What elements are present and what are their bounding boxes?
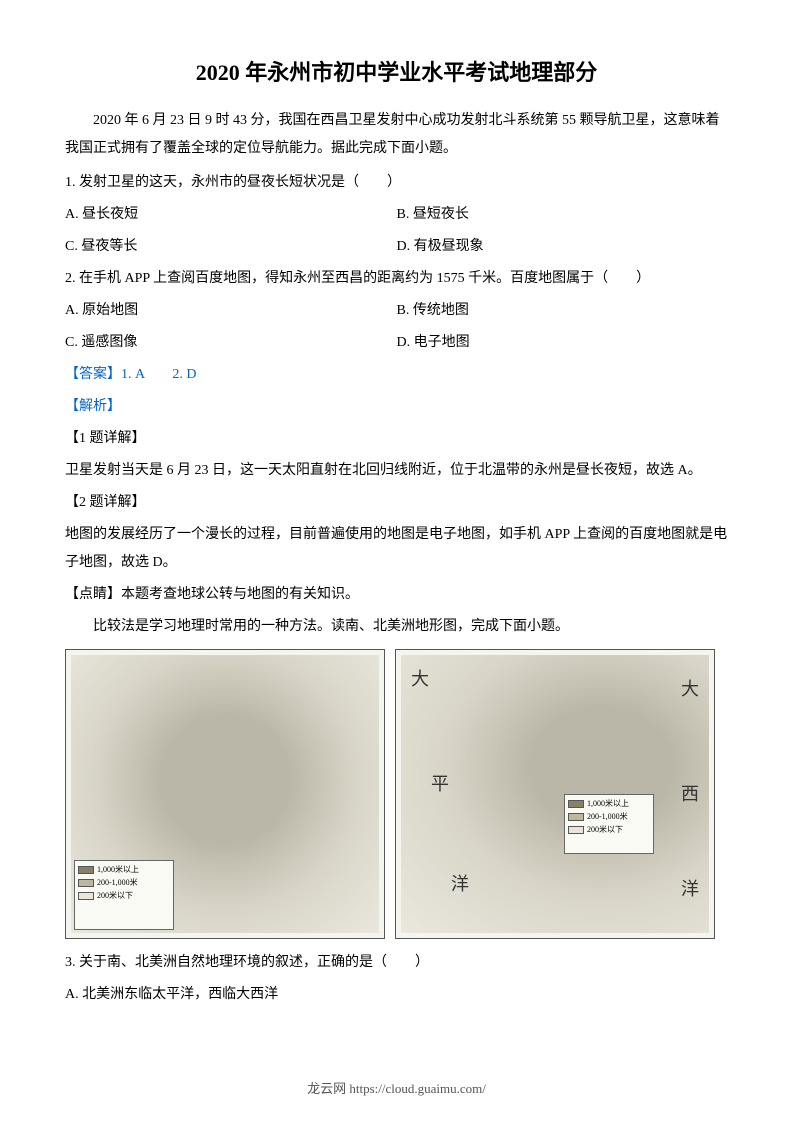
tip-text: 【点睛】本题考查地球公转与地图的有关知识。	[65, 581, 728, 609]
q1-options-row-2: C. 昼夜等长 D. 有极昼现象	[65, 233, 728, 261]
legend-swatch-high	[78, 866, 94, 874]
detail-1-text: 卫星发射当天是 6 月 23 日，这一天太阳直射在北回归线附近，位于北温带的永州…	[65, 457, 728, 485]
label-da: 大	[411, 665, 429, 691]
label-ping: 平	[431, 770, 449, 796]
analysis-label: 【解析】	[65, 393, 728, 421]
sa-legend-item-low: 200米以下	[568, 824, 650, 835]
sa-legend-text-mid: 200-1,000米	[587, 811, 628, 822]
q3-option-a: A. 北美洲东临太平洋，西临大西洋	[65, 981, 728, 1009]
sa-legend-swatch-mid	[568, 813, 584, 821]
q1-option-b: B. 昼短夜长	[397, 201, 729, 229]
legend-swatch-low	[78, 892, 94, 900]
legend-swatch-mid	[78, 879, 94, 887]
legend-item-low: 200米以下	[78, 890, 170, 901]
legend-text-mid: 200-1,000米	[97, 877, 138, 888]
sa-legend-item-high: 1,000米以上	[568, 798, 650, 809]
legend-text-high: 1,000米以上	[97, 864, 139, 875]
legend-item-high: 1,000米以上	[78, 864, 170, 875]
legend-item-mid: 200-1,000米	[78, 877, 170, 888]
detail-1-label: 【1 题详解】	[65, 425, 728, 453]
q1-options-row-1: A. 昼长夜短 B. 昼短夜长	[65, 201, 728, 229]
detail-2-label: 【2 题详解】	[65, 489, 728, 517]
q2-option-b: B. 传统地图	[397, 297, 729, 325]
q2-option-d: D. 电子地图	[397, 329, 729, 357]
sa-legend-swatch-high	[568, 800, 584, 808]
q1-option-a: A. 昼长夜短	[65, 201, 397, 229]
q2-option-c: C. 遥感图像	[65, 329, 397, 357]
north-america-legend: 1,000米以上 200-1,000米 200米以下	[74, 860, 174, 930]
question-3: 3. 关于南、北美洲自然地理环境的叙述，正确的是（ ）	[65, 949, 728, 977]
south-america-legend: 1,000米以上 200-1,000米 200米以下	[564, 794, 654, 854]
sa-legend-swatch-low	[568, 826, 584, 834]
label-yang-right: 洋	[681, 875, 699, 901]
label-xi: 西	[681, 780, 699, 806]
q2-options-row-2: C. 遥感图像 D. 电子地图	[65, 329, 728, 357]
map-row: 1,000米以上 200-1,000米 200米以下 大 平 洋 大 西 洋 1…	[65, 649, 728, 939]
south-america-map: 大 平 洋 大 西 洋 1,000米以上 200-1,000米 200米以下	[395, 649, 715, 939]
label-yang-left: 洋	[451, 870, 469, 896]
question-2: 2. 在手机 APP 上查阅百度地图，得知永州至西昌的距离约为 1575 千米。…	[65, 265, 728, 293]
page-title: 2020 年永州市初中学业水平考试地理部分	[65, 55, 728, 87]
sa-legend-text-low: 200米以下	[587, 824, 623, 835]
legend-text-low: 200米以下	[97, 890, 133, 901]
answer-1-2: 【答案】1. A 2. D	[65, 361, 728, 389]
sa-legend-item-mid: 200-1,000米	[568, 811, 650, 822]
sa-legend-text-high: 1,000米以上	[587, 798, 629, 809]
question-1: 1. 发射卫星的这天，永州市的昼夜长短状况是（ ）	[65, 169, 728, 197]
intro-paragraph: 2020 年 6 月 23 日 9 时 43 分，我国在西昌卫星发射中心成功发射…	[65, 107, 728, 163]
q2-option-a: A. 原始地图	[65, 297, 397, 325]
q1-option-d: D. 有极昼现象	[397, 233, 729, 261]
north-america-map: 1,000米以上 200-1,000米 200米以下	[65, 649, 385, 939]
compare-intro: 比较法是学习地理时常用的一种方法。读南、北美洲地形图，完成下面小题。	[65, 613, 728, 641]
detail-2-text: 地图的发展经历了一个漫长的过程，目前普遍使用的地图是电子地图，如手机 APP 上…	[65, 521, 728, 577]
q2-options-row-1: A. 原始地图 B. 传统地图	[65, 297, 728, 325]
q1-option-c: C. 昼夜等长	[65, 233, 397, 261]
label-da-right: 大	[681, 675, 699, 701]
footer-text: 龙云网 https://cloud.guaimu.com/	[0, 1078, 793, 1097]
